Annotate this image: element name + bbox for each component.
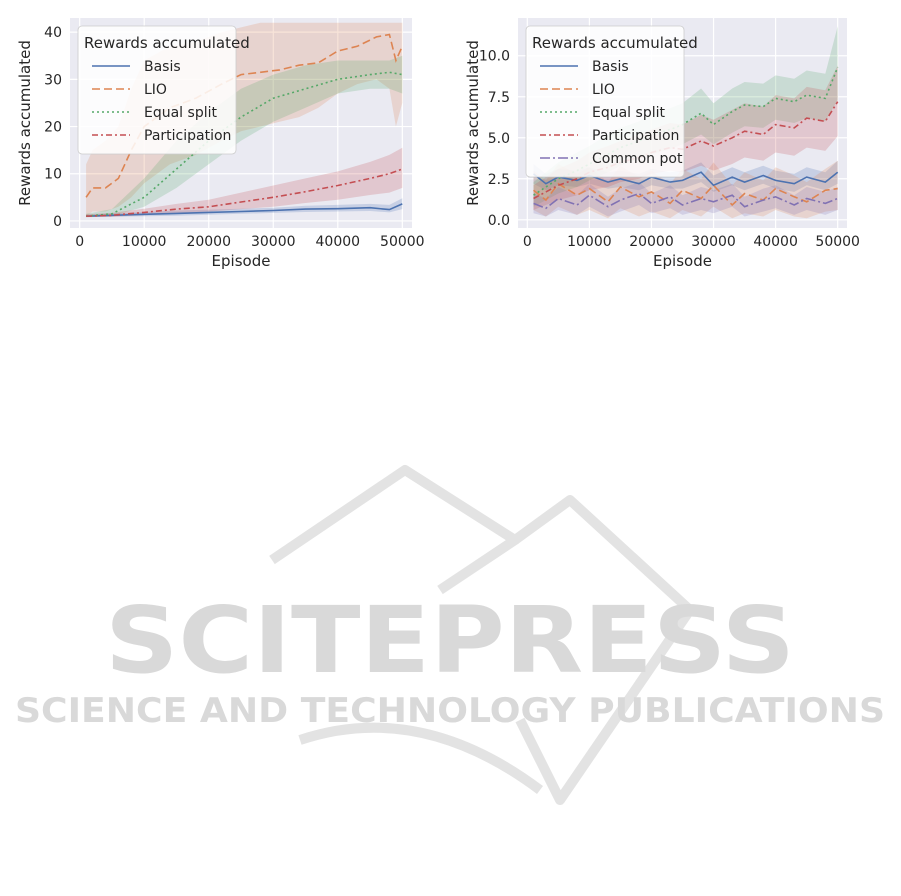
y-tick-label: 10 (44, 167, 62, 183)
legend-label: Equal split (144, 105, 217, 121)
series-line-basis (86, 203, 403, 217)
series-line-lio (533, 182, 838, 207)
y-tick-label: 0.0 (488, 213, 510, 229)
x-tick-label: 30000 (251, 234, 296, 250)
legend: Rewards accumulated Basis LIO Equal split Pa… (525, 25, 698, 178)
confidence-band-lio (533, 160, 838, 219)
x-axis-label: Episode (653, 252, 712, 270)
confidence-band-participation (86, 147, 403, 218)
y-tick-label: 5.0 (488, 131, 510, 147)
legend-box (77, 25, 237, 155)
x-tick-label: 20000 (629, 234, 674, 250)
confidence-band-equal-split (86, 55, 403, 218)
legend-label: Basis (592, 59, 629, 75)
confidence-band-basis (533, 160, 838, 192)
y-tick-label: 30 (44, 72, 62, 88)
x-tick-label: 40000 (753, 234, 798, 250)
x-tick-label: 40000 (316, 234, 361, 250)
legend-label: LIO (144, 82, 167, 98)
x-tick-label: 10000 (567, 234, 612, 250)
x-tick-label: 10000 (122, 234, 167, 250)
y-tick-label: 10.0 (479, 49, 510, 65)
legend-box (525, 25, 685, 178)
confidence-band-basis (86, 198, 403, 218)
x-tick-label: 50000 (380, 234, 425, 250)
y-axis-label: Rewards accumulated (464, 40, 482, 206)
y-tick-label: 40 (44, 25, 62, 41)
y-axis-label: Rewards accumulated (16, 40, 34, 206)
y-tick-label: 7.5 (488, 90, 510, 106)
x-tick-label: 0 (523, 234, 532, 250)
legend: Rewards accumulated Basis LIO Equal split Pa… (77, 25, 250, 155)
series-line-basis (533, 171, 839, 187)
legend-label: Participation (592, 128, 679, 144)
x-tick-label: 30000 (691, 234, 736, 250)
x-tick-label: 20000 (186, 234, 231, 250)
chart-1: 0 10000 20000 30000 40000 50000 0 10 20 30 40 Episo… (16, 18, 425, 270)
x-tick-label: 50000 (815, 234, 860, 250)
series-line-lio (85, 33, 404, 198)
y-tick-label: 2.5 (488, 172, 510, 188)
legend-label: Common pot (592, 151, 683, 167)
legend-label: LIO (592, 82, 615, 98)
x-axis-label: Episode (212, 252, 271, 270)
series-line-equal-split (86, 71, 403, 217)
confidence-band-common-pot (533, 182, 838, 217)
legend-title: Rewards accumulated (84, 34, 250, 52)
legend-title: Rewards accumulated (532, 34, 698, 52)
x-tick-label: 0 (75, 234, 84, 250)
series-line-participation (86, 168, 403, 217)
legend-label: Equal split (592, 105, 665, 121)
legend-label: Participation (144, 128, 231, 144)
chart-2: 0 10000 20000 30000 40000 50000 0.0 2.5 5.0 7.5 10… (464, 18, 860, 270)
y-tick-label: 20 (44, 120, 62, 136)
legend-label: Basis (144, 59, 181, 75)
y-tick-label: 0 (53, 214, 62, 230)
series-line-common-pot (533, 192, 838, 210)
